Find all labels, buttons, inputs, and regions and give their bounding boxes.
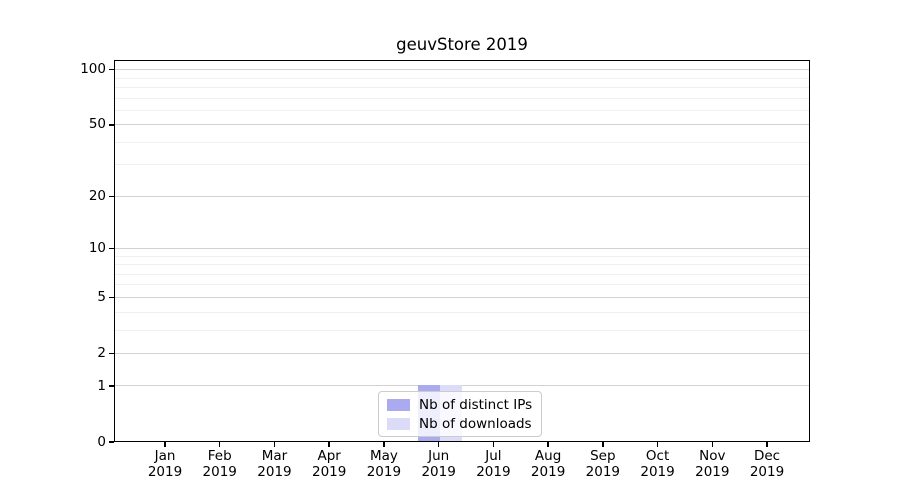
minor-gridline xyxy=(115,97,809,99)
minor-gridline xyxy=(115,164,809,166)
y-tick-label: 2 xyxy=(97,344,106,361)
x-tick-month: Apr xyxy=(317,448,341,464)
x-tick-mark xyxy=(328,442,330,447)
x-tick-label: Jun 2019 xyxy=(411,448,467,481)
y-tick-mark xyxy=(109,124,114,126)
major-gridline xyxy=(115,195,809,197)
x-tick-mark xyxy=(656,442,659,447)
minor-gridline xyxy=(115,284,809,286)
minor-gridline xyxy=(115,109,809,111)
y-tick-mark xyxy=(109,296,114,299)
x-tick-label: Dec 2019 xyxy=(739,448,795,481)
x-tick-year: 2019 xyxy=(476,463,511,480)
y-tick-mark xyxy=(109,385,114,387)
x-tick-year: 2019 xyxy=(312,463,347,480)
y-tick-mark xyxy=(109,195,114,198)
major-gridline xyxy=(115,69,809,71)
y-tick-label: 100 xyxy=(80,61,106,78)
y-tick-label: 1 xyxy=(97,377,106,394)
x-tick-month: Jan xyxy=(154,448,176,464)
x-tick-year: 2019 xyxy=(749,463,785,480)
minor-gridline xyxy=(115,86,809,88)
legend-swatch-distinct-ips xyxy=(387,398,410,411)
x-tick-mark xyxy=(164,442,166,447)
x-tick-mark xyxy=(219,442,221,447)
x-tick-mark xyxy=(547,442,549,447)
y-tick-mark xyxy=(109,247,114,250)
x-tick-year: 2019 xyxy=(585,463,620,480)
major-gridline xyxy=(115,385,809,387)
chart-title: geuvStore 2019 xyxy=(396,35,528,54)
x-tick-year: 2019 xyxy=(530,463,566,480)
x-tick-month: May xyxy=(369,448,398,464)
x-tick-month: Dec xyxy=(753,448,781,464)
legend-label-downloads: Nb of downloads xyxy=(419,415,532,432)
x-tick-label: Apr 2019 xyxy=(301,448,357,481)
major-gridline xyxy=(115,296,809,298)
x-tick-label: Sep 2019 xyxy=(575,448,631,481)
major-gridline xyxy=(115,124,809,126)
x-tick-mark xyxy=(437,442,440,447)
x-tick-month: Mar xyxy=(261,448,288,464)
x-tick-year: 2019 xyxy=(366,463,402,480)
minor-gridline xyxy=(115,264,809,266)
y-tick-mark xyxy=(109,69,114,71)
x-tick-year: 2019 xyxy=(257,463,292,480)
x-tick-label: Jan 2019 xyxy=(137,448,193,481)
x-tick-label: Feb 2019 xyxy=(192,448,248,481)
minor-gridline xyxy=(115,141,809,143)
y-tick-mark xyxy=(109,441,114,443)
x-tick-month: Jul xyxy=(485,448,502,464)
x-tick-label: Mar 2019 xyxy=(246,448,302,481)
minor-gridline xyxy=(115,77,809,79)
x-tick-mark xyxy=(766,442,768,447)
x-tick-mark xyxy=(711,442,713,447)
x-tick-mark xyxy=(273,442,276,447)
legend-label-distinct-ips: Nb of distinct IPs xyxy=(419,396,533,413)
x-tick-label: Aug 2019 xyxy=(520,448,576,481)
x-tick-mark xyxy=(602,442,604,447)
major-gridline xyxy=(115,247,809,249)
legend-entry-downloads: Nb of downloads xyxy=(387,415,532,432)
legend-entry-distinct-ips: Nb of distinct IPs xyxy=(387,396,533,413)
x-tick-year: 2019 xyxy=(421,463,456,480)
x-tick-month: Jun xyxy=(428,448,450,464)
plot-area xyxy=(114,60,810,442)
x-tick-month: Nov xyxy=(699,448,726,464)
x-tick-year: 2019 xyxy=(695,463,730,480)
x-tick-month: Oct xyxy=(645,448,670,464)
minor-gridline xyxy=(115,255,809,257)
y-tick-label: 20 xyxy=(88,187,106,204)
y-tick-label: 10 xyxy=(88,240,106,257)
x-tick-label: Oct 2019 xyxy=(630,448,686,481)
y-tick-label: 50 xyxy=(88,116,106,133)
minor-gridline xyxy=(115,329,809,331)
x-tick-year: 2019 xyxy=(202,463,237,480)
minor-gridline xyxy=(115,311,809,313)
x-tick-month: Feb xyxy=(207,448,232,464)
x-tick-month: Sep xyxy=(590,448,616,464)
x-tick-mark xyxy=(492,442,495,447)
y-tick-label: 5 xyxy=(97,288,106,305)
x-tick-mark xyxy=(383,442,385,447)
legend: Nb of distinct IPs Nb of downloads xyxy=(378,391,543,437)
legend-swatch-downloads xyxy=(387,417,410,430)
x-tick-month: Aug xyxy=(534,448,562,464)
y-tick-label: 0 xyxy=(97,433,106,450)
x-tick-label: Nov 2019 xyxy=(684,448,740,481)
x-tick-label: Jul 2019 xyxy=(465,448,521,481)
x-tick-label: May 2019 xyxy=(356,448,412,481)
y-tick-mark xyxy=(109,352,114,355)
x-tick-year: 2019 xyxy=(147,463,183,480)
major-gridline xyxy=(115,352,809,354)
minor-gridline xyxy=(115,273,809,275)
x-tick-year: 2019 xyxy=(640,463,675,480)
